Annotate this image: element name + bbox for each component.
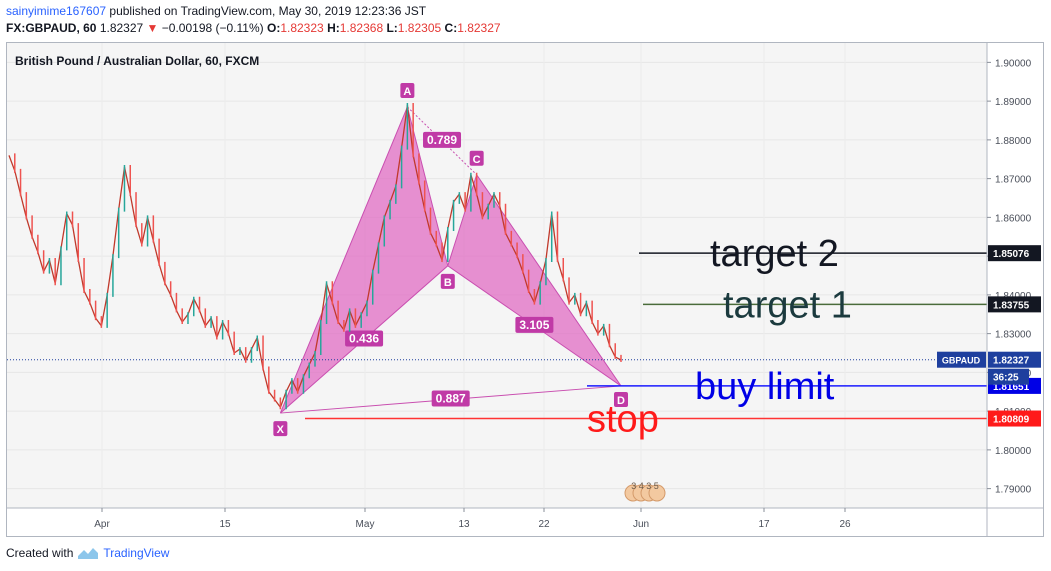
open-label: O: — [266, 21, 281, 35]
level-price-label: 1.85076 — [993, 249, 1030, 260]
publish-info: sainyimime167607 published on TradingVie… — [6, 4, 426, 18]
countdown-badge — [988, 368, 1029, 385]
x-tick-label: 17 — [758, 519, 770, 530]
x-tick-label: 26 — [839, 519, 851, 530]
ratio-label: 0.789 — [427, 133, 457, 147]
close-label: C: — [444, 21, 458, 35]
symbol-badge — [937, 351, 986, 368]
level-lines[interactable]: target 2 target 1 buy limit stop — [7, 233, 987, 441]
ratio-label: 0.436 — [349, 331, 379, 345]
time-axis[interactable]: Apr 15 May 13 22 Jun 17 26 — [94, 508, 851, 530]
y-tick-label: 1.83000 — [995, 330, 1032, 341]
price-change: −0.00198 (−0.11%) — [161, 21, 264, 35]
current-price-label: 1.82327 — [993, 356, 1030, 367]
author-link[interactable]: sainyimime167607 — [6, 4, 107, 18]
x-tick-label: 22 — [538, 519, 550, 530]
point-label: C — [473, 154, 481, 166]
low-value: 1.82305 — [397, 21, 442, 35]
level-price-badge — [988, 296, 1041, 313]
event-icons[interactable]: 3 4 3 5 — [624, 481, 666, 502]
ratio-label: 0.887 — [436, 392, 466, 406]
current-price-badge — [988, 351, 1041, 368]
point-badge — [440, 273, 455, 289]
point-label: X — [277, 424, 285, 436]
high-value: 1.82368 — [339, 21, 384, 35]
event-count-label: 3 4 3 5 — [631, 481, 659, 491]
level-text: target 2 — [710, 233, 839, 275]
countdown-label: 36:25 — [993, 373, 1019, 384]
publish-text: published on TradingView.com, May 30, 20… — [106, 4, 427, 18]
level-price-label: 1.81651 — [993, 382, 1030, 393]
ratio-badge — [515, 316, 554, 333]
tradingview-logo-icon — [78, 548, 99, 559]
chart-frame[interactable]: 0.789 0.436 3.105 0.887 X A B C D target 2 target… — [6, 42, 1044, 537]
event-flag-icon[interactable] — [648, 484, 666, 502]
ratio-badge — [431, 390, 470, 407]
x-tick-label: Jun — [633, 519, 649, 530]
tradingview-link[interactable]: TradingView — [103, 546, 170, 560]
price-series — [8, 103, 622, 410]
y-tick-label: 1.88000 — [995, 136, 1032, 147]
point-badge — [400, 82, 415, 98]
point-badge — [614, 391, 628, 407]
y-tick-label: 1.80000 — [995, 446, 1032, 457]
level-price-badge — [988, 245, 1041, 262]
low-label: L: — [386, 21, 398, 35]
footer: Created with TradingView — [6, 546, 169, 560]
ratio-badge — [423, 131, 462, 148]
level-text: stop — [587, 399, 659, 441]
ratio-badge — [345, 330, 384, 347]
x-tick-label: 15 — [219, 519, 231, 530]
y-tick-label: 1.79000 — [995, 485, 1032, 496]
close-value: 1.82327 — [457, 21, 501, 35]
price-axis[interactable]: 1.90000 1.89000 1.88000 1.87000 1.86000 1.850… — [937, 58, 1041, 496]
level-price-badge — [988, 410, 1041, 427]
symbol-label: FX:GBPAUD, 60 — [6, 21, 97, 35]
level-text: target 1 — [723, 284, 852, 326]
y-tick-label: 1.90000 — [995, 58, 1032, 69]
y-tick-label: 1.89000 — [995, 97, 1032, 108]
harmonic-pattern[interactable]: 0.789 0.436 3.105 0.887 X A B C D — [273, 82, 628, 437]
open-value: 1.82323 — [280, 21, 324, 35]
ratio-label: 3.105 — [519, 318, 549, 332]
y-tick-label: 1.86000 — [995, 213, 1032, 224]
created-with-label: Created with — [6, 546, 74, 560]
level-price-label: 1.83755 — [993, 300, 1030, 311]
level-price-label: 1.80809 — [993, 415, 1030, 426]
level-text: buy limit — [695, 366, 835, 408]
symbol-label: GBPAUD — [942, 356, 981, 366]
point-label: A — [403, 86, 411, 98]
down-arrow-icon: ▼ — [146, 21, 159, 35]
point-badge — [273, 421, 288, 437]
point-label: B — [444, 277, 452, 289]
x-tick-label: May — [356, 519, 375, 530]
y-tick-label: 1.87000 — [995, 175, 1032, 186]
symbol-info: FX:GBPAUD, 60 1.82327 ▼ −0.00198 (−0.11%… — [6, 21, 501, 35]
high-label: H: — [327, 21, 340, 35]
point-label: D — [617, 395, 625, 407]
last-price: 1.82327 — [99, 21, 144, 35]
chart-title: British Pound / Australian Dollar, 60, F… — [15, 54, 259, 68]
point-badge — [469, 150, 484, 166]
x-tick-label: Apr — [94, 519, 110, 530]
x-tick-label: 13 — [458, 519, 470, 530]
